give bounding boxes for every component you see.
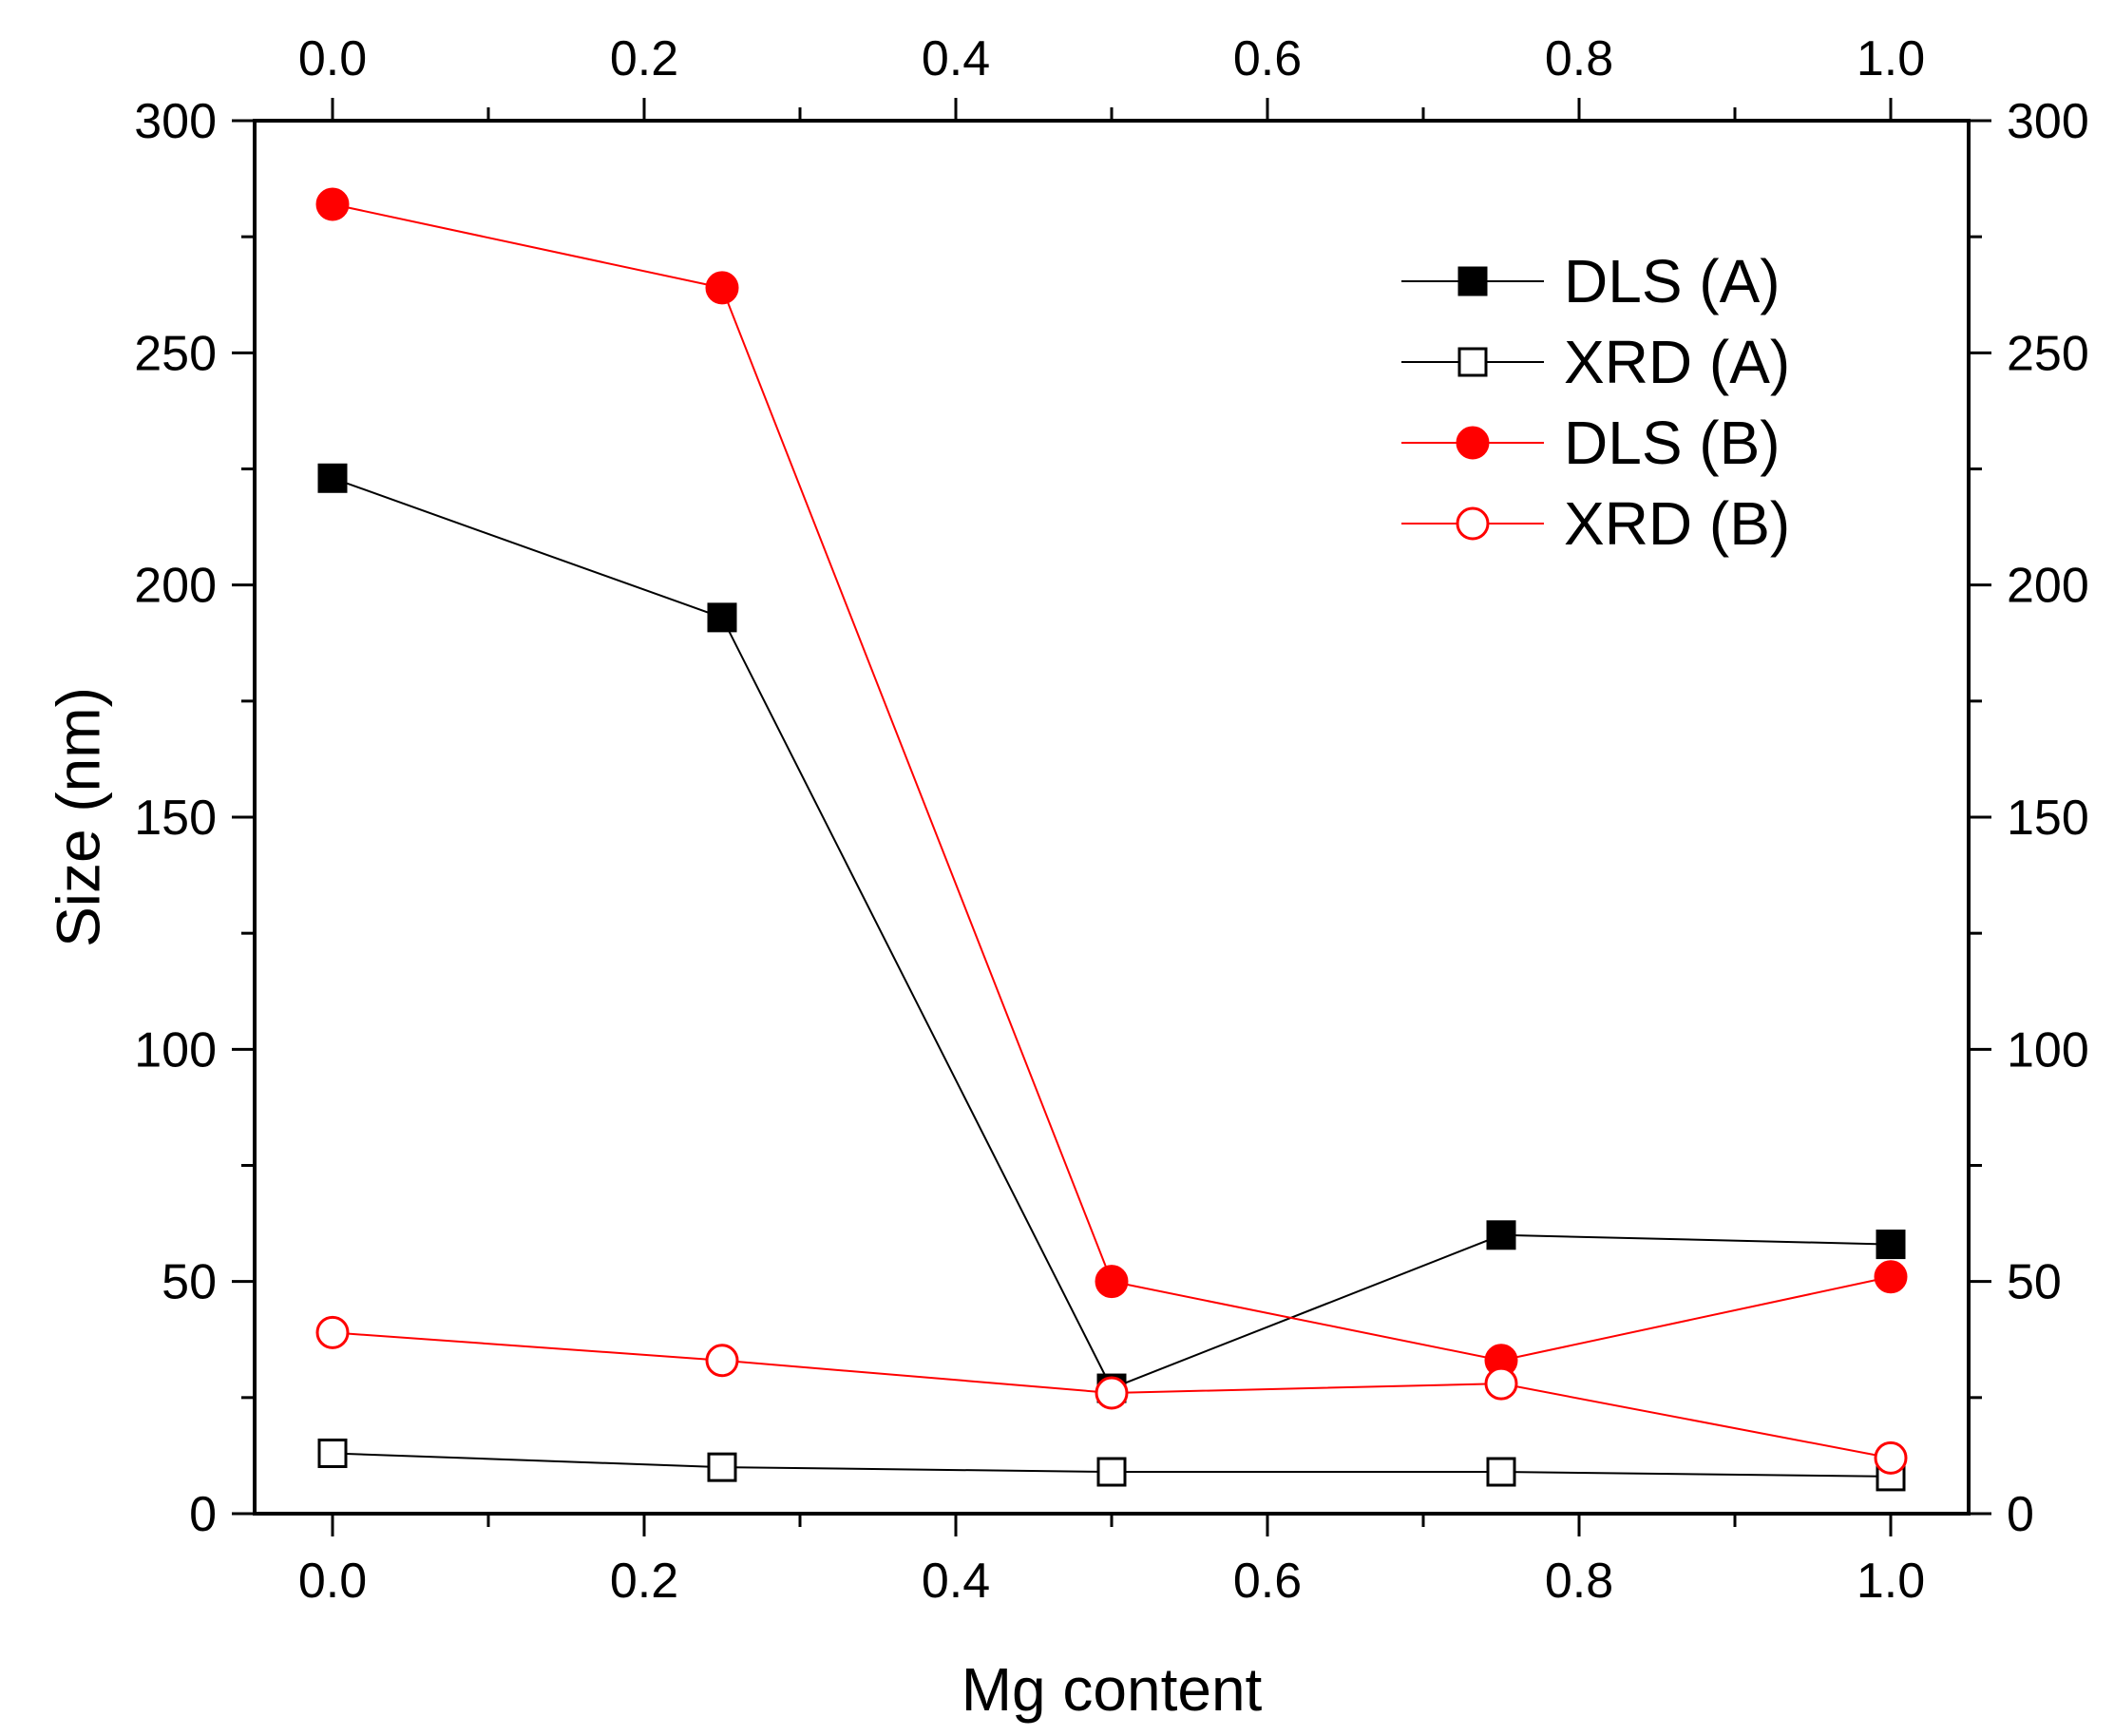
y-axis-title: Size (nm): [44, 687, 112, 947]
y-tick-label-left: 150: [134, 791, 217, 846]
x-tick-label-bottom: 0.0: [298, 1554, 367, 1609]
y-axis-left: 0 50 100 150 200 250 300: [134, 94, 255, 1542]
data-point-dls-b: [705, 271, 739, 305]
data-point-dls-a: [1876, 1230, 1906, 1260]
data-point-xrd-a: [1096, 1457, 1127, 1487]
y-axis-right: 0 50 100 150 200 250 300: [1969, 94, 2089, 1542]
legend-label: XRD (B): [1564, 489, 1790, 558]
legend-label: DLS (B): [1564, 409, 1781, 477]
data-point-dls-b: [1095, 1265, 1129, 1299]
legend-label: XRD (A): [1564, 328, 1790, 396]
data-point-xrd-b: [1874, 1440, 1908, 1475]
x-axis-title: Mg content: [962, 1655, 1263, 1724]
y-tick-label-right: 150: [2007, 791, 2089, 846]
y-tick-label-left: 100: [134, 1022, 217, 1078]
x-axis-bottom: 0.0 0.2 0.4 0.6 0.8 1.0: [298, 1514, 1925, 1609]
y-tick-label-right: 250: [2007, 326, 2089, 381]
y-tick-label-right: 100: [2007, 1022, 2089, 1078]
y-tick-label-left: 300: [134, 94, 217, 149]
x-tick-label-bottom: 0.8: [1545, 1554, 1613, 1609]
data-point-dls-b: [1874, 1260, 1908, 1294]
legend-entry-dls-b: DLS (B): [1401, 409, 1781, 477]
legend-marker: [1457, 266, 1488, 296]
series-xrd-a: [317, 1438, 1906, 1492]
x-tick-label-top: 0.4: [922, 31, 990, 86]
series-xrd-b: [315, 1315, 1908, 1475]
x-tick-label-bottom: 0.6: [1233, 1554, 1302, 1609]
legend-label: DLS (A): [1564, 247, 1781, 315]
data-point-xrd-a: [1486, 1457, 1516, 1487]
x-tick-label-top: 0.2: [610, 31, 678, 86]
x-tick-label-top: 0.6: [1233, 31, 1302, 86]
legend-marker: [1457, 347, 1488, 377]
series-dls-b: [315, 187, 1908, 1378]
x-tick-label-bottom: 0.4: [922, 1554, 990, 1609]
y-tick-label-right: 50: [2007, 1255, 2062, 1310]
x-tick-label-top: 1.0: [1857, 31, 1925, 86]
y-tick-label-left: 250: [134, 326, 217, 381]
x-tick-label-bottom: 0.2: [610, 1554, 678, 1609]
x-tick-label-top: 0.8: [1545, 31, 1613, 86]
legend: DLS (A) XRD (A) DLS (B) XRD (B): [1401, 247, 1790, 558]
data-point-xrd-b: [1095, 1376, 1129, 1410]
legend-marker: [1456, 506, 1490, 541]
series-dls-a: [317, 463, 1906, 1403]
y-tick-label-left: 200: [134, 559, 217, 614]
y-tick-label-right: 300: [2007, 94, 2089, 149]
data-point-xrd-b: [315, 1315, 350, 1349]
legend-entry-xrd-b: XRD (B): [1401, 489, 1790, 558]
x-tick-label-bottom: 1.0: [1857, 1554, 1925, 1609]
x-tick-label-top: 0.0: [298, 31, 367, 86]
data-point-dls-a: [1486, 1220, 1516, 1250]
x-axis-top: 0.0 0.2 0.4 0.6 0.8 1.0: [298, 31, 1925, 121]
data-point-xrd-b: [705, 1344, 739, 1378]
data-point-xrd-b: [1484, 1366, 1518, 1401]
series-layer: [315, 187, 1908, 1492]
y-tick-label-left: 50: [162, 1255, 217, 1310]
data-point-dls-a: [707, 602, 737, 633]
data-point-dls-b: [315, 187, 350, 221]
data-point-xrd-a: [317, 1438, 348, 1468]
legend-entry-xrd-a: XRD (A): [1401, 328, 1790, 396]
series-line-dls-a: [332, 477, 1892, 1390]
data-point-xrd-a: [707, 1452, 737, 1482]
y-tick-label-right: 0: [2007, 1487, 2034, 1542]
y-tick-label-left: 0: [189, 1487, 217, 1542]
legend-entry-dls-a: DLS (A): [1401, 247, 1781, 315]
legend-marker: [1456, 426, 1490, 460]
data-point-dls-a: [317, 463, 348, 493]
y-tick-label-right: 200: [2007, 559, 2089, 614]
